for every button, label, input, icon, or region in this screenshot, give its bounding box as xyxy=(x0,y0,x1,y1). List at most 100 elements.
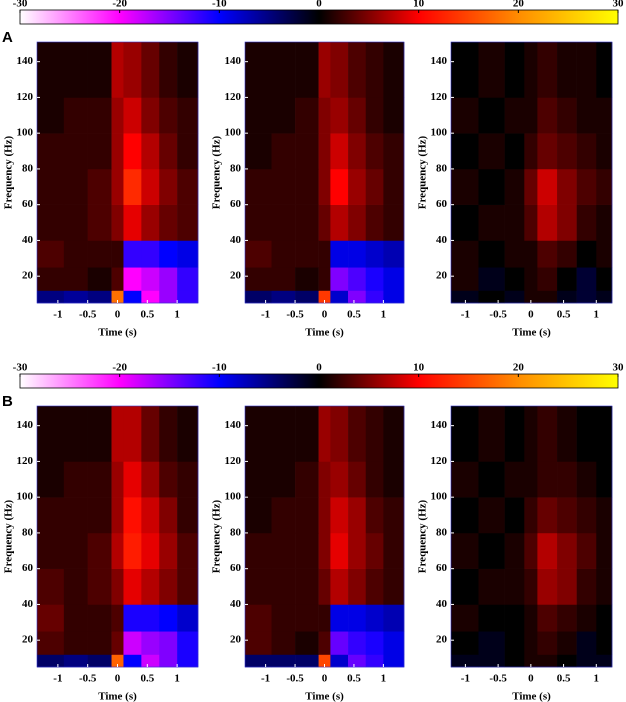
heatmap-cell xyxy=(576,97,597,134)
y-tick-label: 140 xyxy=(17,55,34,67)
heatmap-cell xyxy=(159,604,178,632)
heatmap-cell xyxy=(63,42,88,98)
heatmap-cell xyxy=(111,654,124,668)
heatmap-cell xyxy=(111,568,124,605)
heatmap-cell xyxy=(478,240,505,268)
heatmap-cell xyxy=(365,631,384,655)
heatmap-cell xyxy=(295,568,319,605)
heatmap-cell xyxy=(557,532,577,569)
y-tick-label: 140 xyxy=(17,419,34,431)
x-tick-label: -1 xyxy=(53,309,62,321)
heatmap-cell xyxy=(596,290,613,304)
y-tick-label: 20 xyxy=(436,270,448,282)
heatmap-cell xyxy=(348,631,367,655)
heatmap-cell xyxy=(159,240,178,268)
heatmap-cell xyxy=(37,133,65,170)
y-tick-label: 100 xyxy=(17,491,34,503)
heatmap-cell xyxy=(365,290,384,304)
heatmap-cell xyxy=(557,240,577,268)
heatmap-cell xyxy=(383,267,405,291)
colorbar-tick-label: 20 xyxy=(513,362,525,374)
heatmap-cell xyxy=(87,532,112,569)
heatmap-cell xyxy=(177,204,199,241)
heatmap-cell xyxy=(87,204,112,241)
x-tick-label: 0 xyxy=(115,309,121,321)
heatmap-cell xyxy=(537,461,558,498)
heatmap-cell xyxy=(537,654,558,668)
heatmap-cell xyxy=(451,604,479,632)
heatmap-cell xyxy=(318,532,331,569)
heatmap-cell xyxy=(596,461,613,498)
x-tick-label: -0.5 xyxy=(489,309,507,321)
heatmap-cell xyxy=(596,568,613,605)
y-tick-label: 60 xyxy=(230,562,242,574)
heatmap-cell xyxy=(87,290,112,304)
heatmap-cell xyxy=(123,240,142,268)
heatmap-cell xyxy=(365,168,384,205)
heatmap-cell xyxy=(177,532,199,569)
heatmap-cell xyxy=(159,42,178,98)
heatmap-cell xyxy=(524,168,538,205)
heatmap-cell xyxy=(271,532,296,569)
y-axis-label: Frequency (Hz) xyxy=(417,135,429,209)
heatmap-cell xyxy=(141,240,160,268)
heatmap-cell xyxy=(576,290,597,304)
colorbar-tick-label: 0 xyxy=(316,362,322,374)
heatmap-cell xyxy=(63,406,88,462)
heatmap-cell xyxy=(177,568,199,605)
heatmap-cell xyxy=(596,604,613,632)
heatmap-cell xyxy=(63,133,88,170)
heatmap-cell xyxy=(330,532,349,569)
heatmap-cell xyxy=(123,290,142,304)
heatmap-cell xyxy=(383,168,405,205)
heatmap-cell xyxy=(37,497,65,534)
heatmap-cell xyxy=(245,532,272,569)
heatmap-cell xyxy=(245,133,272,170)
heatmap-cell xyxy=(524,406,538,462)
heatmap-cell xyxy=(557,568,577,605)
heatmap-cell xyxy=(87,461,112,498)
heatmap-cell xyxy=(596,204,613,241)
heatmap-cell xyxy=(383,133,405,170)
heatmap-cell xyxy=(451,168,479,205)
heatmap-cell xyxy=(295,654,319,668)
heatmap-cell xyxy=(295,631,319,655)
heatmap-cell xyxy=(348,532,367,569)
heatmap-cell xyxy=(365,240,384,268)
heatmap-cell xyxy=(348,497,367,534)
heatmap-cell xyxy=(318,290,331,304)
y-tick-label: 20 xyxy=(436,634,448,646)
heatmap-cell xyxy=(318,604,331,632)
heatmap-cell xyxy=(478,168,505,205)
y-tick-label: 40 xyxy=(22,234,34,246)
heatmap-cell xyxy=(504,654,525,668)
heatmap-cell xyxy=(295,133,319,170)
y-tick-label: 40 xyxy=(436,234,448,246)
heatmap-cell xyxy=(504,97,525,134)
heatmap-cell xyxy=(295,461,319,498)
heatmap-cell xyxy=(524,654,538,668)
y-tick-label: 60 xyxy=(436,562,448,574)
y-tick-label: 120 xyxy=(17,455,34,467)
heatmap-cell xyxy=(63,97,88,134)
heatmap-cell xyxy=(87,654,112,668)
heatmap-cell xyxy=(295,204,319,241)
heatmap-cell xyxy=(478,97,505,134)
heatmap-cell xyxy=(330,267,349,291)
y-tick-label: 100 xyxy=(225,127,242,139)
heatmap-cell xyxy=(141,267,160,291)
heatmap-cell xyxy=(245,267,272,291)
heatmap-cell xyxy=(504,290,525,304)
y-tick-label: 120 xyxy=(17,91,34,103)
heatmap-cell xyxy=(383,97,405,134)
heatmap-cell xyxy=(576,42,597,98)
heatmap-cell xyxy=(478,654,505,668)
heatmap-cell xyxy=(123,42,142,98)
x-tick-label: 0.5 xyxy=(347,673,361,685)
heatmap-cell xyxy=(557,133,577,170)
y-tick-label: 20 xyxy=(230,270,242,282)
heatmap-cell xyxy=(111,133,124,170)
heatmap-cell xyxy=(504,461,525,498)
colorbar-tick-label: -20 xyxy=(112,362,127,374)
colorbar-tick-label: -30 xyxy=(13,362,28,374)
